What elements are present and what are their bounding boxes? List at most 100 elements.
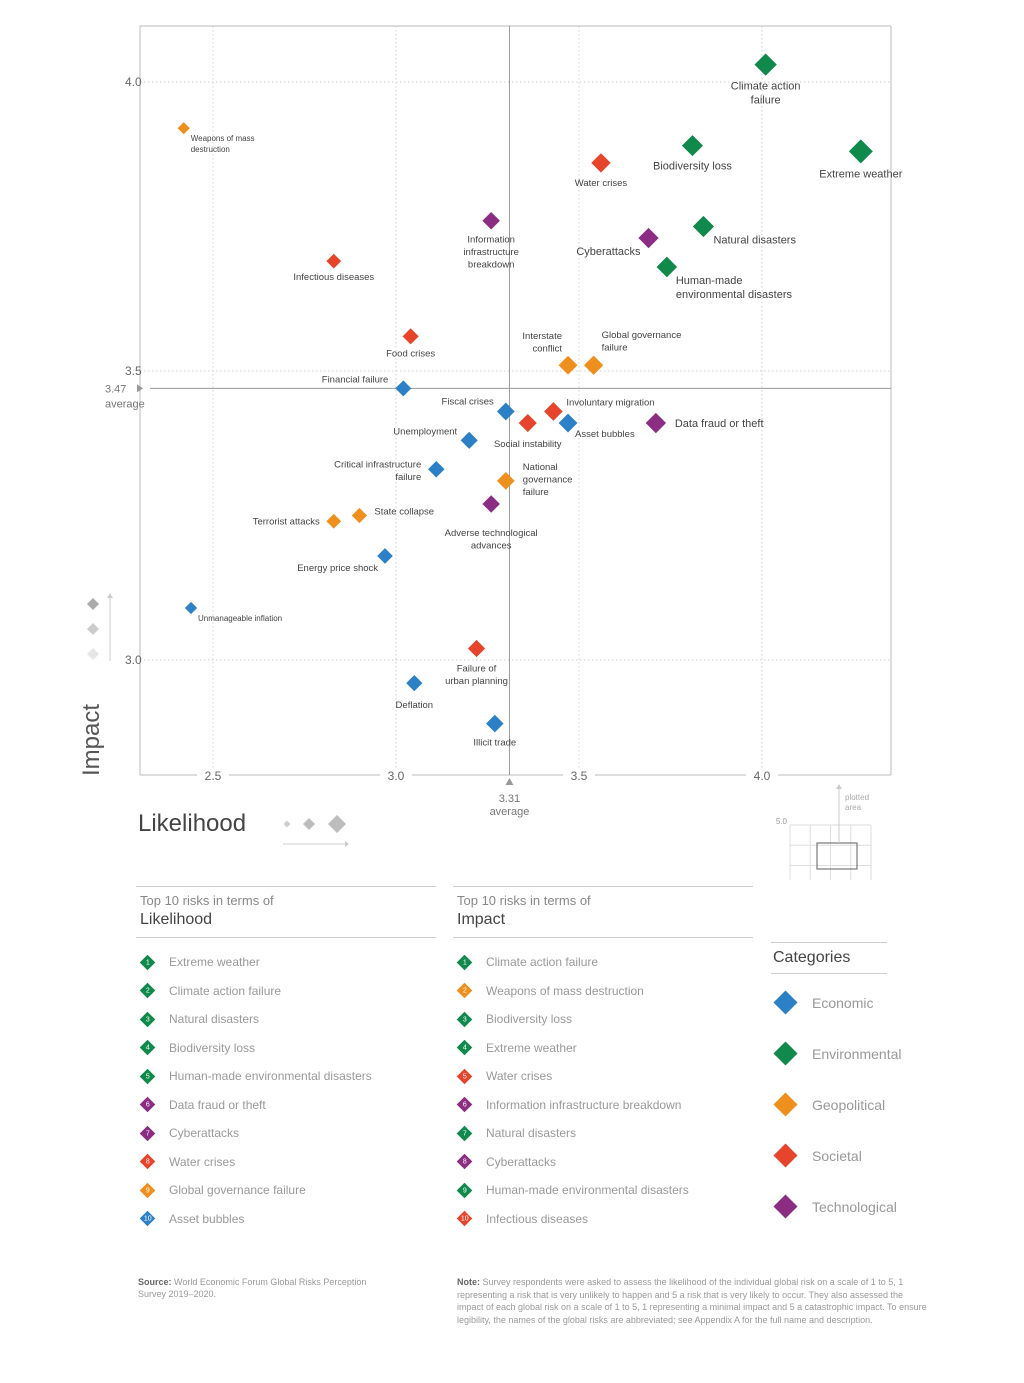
category-swatch bbox=[773, 1194, 798, 1219]
x-tick-label: 3.5 bbox=[571, 769, 588, 783]
point-label: Financial failure bbox=[322, 374, 389, 385]
rank-number: 5 bbox=[145, 1072, 150, 1080]
rank-badge: 3 bbox=[456, 1011, 473, 1028]
point-label: Deflation bbox=[396, 700, 434, 711]
point-label: Data fraud or theft bbox=[675, 418, 764, 430]
rank-number: 7 bbox=[462, 1129, 467, 1137]
point-marker bbox=[427, 460, 445, 478]
rank-number: 8 bbox=[145, 1158, 150, 1166]
category-name: Technological bbox=[812, 1198, 897, 1215]
y-axis-title: Impact bbox=[78, 703, 105, 776]
category-swatch bbox=[773, 1143, 798, 1168]
x-axis-title: Likelihood bbox=[138, 810, 247, 837]
risk-name: Infectious diseases bbox=[486, 1211, 589, 1226]
point-label: Illicit trade bbox=[473, 738, 516, 749]
rank-number: 3 bbox=[462, 1015, 467, 1023]
point-marker bbox=[645, 412, 667, 434]
point-marker bbox=[482, 211, 500, 230]
tick-bg bbox=[197, 768, 229, 782]
rank-badge: 1 bbox=[139, 954, 156, 971]
inset-plotted-label: plotted bbox=[845, 793, 869, 802]
risk-name: Biodiversity loss bbox=[169, 1040, 256, 1055]
point-label: Interstate bbox=[522, 331, 562, 342]
category-name: Economic bbox=[812, 994, 874, 1011]
point-marker bbox=[692, 215, 715, 238]
size-legend-arrowhead bbox=[345, 841, 349, 847]
impact-list-item: 4 Extreme weather bbox=[453, 1034, 753, 1063]
likelihood-list-header: Top 10 risks in terms of Likelihood bbox=[136, 886, 436, 938]
impact-list-item: 5 Water crises bbox=[453, 1062, 753, 1091]
categories-legend-title: Categories bbox=[771, 942, 887, 974]
point-label: failure bbox=[395, 472, 421, 483]
impact-list-item: 2 Weapons of mass destruction bbox=[453, 977, 753, 1006]
likelihood-top10-list: Top 10 risks in terms of Likelihood 1 Ext… bbox=[136, 886, 436, 1233]
point-marker bbox=[326, 253, 342, 269]
tick-bg bbox=[380, 768, 412, 782]
source-label: Source: bbox=[138, 1277, 172, 1287]
point-label: urban planning bbox=[445, 676, 508, 687]
point-label: Extreme weather bbox=[819, 168, 902, 180]
point-label: Information bbox=[467, 235, 515, 246]
source-note: Source: World Economic Forum Global Risk… bbox=[138, 1276, 368, 1300]
point-marker bbox=[460, 431, 478, 449]
likelihood-list-title: Likelihood bbox=[140, 911, 213, 928]
impact-shade-diamond bbox=[87, 598, 99, 610]
point-label: Social instability bbox=[494, 439, 562, 450]
point-label: Unmanageable inflation bbox=[198, 614, 282, 623]
point-label: environmental disasters bbox=[676, 289, 793, 301]
risk-name: Climate action failure bbox=[486, 955, 599, 970]
risk-name: Extreme weather bbox=[486, 1040, 577, 1055]
rank-badge: 4 bbox=[456, 1039, 473, 1056]
impact-shade-legend bbox=[87, 593, 113, 661]
category-legend-item: Geopolitical bbox=[771, 1079, 887, 1130]
impact-shade-diamond bbox=[87, 648, 99, 660]
point-marker bbox=[377, 548, 393, 564]
point-marker bbox=[496, 471, 515, 490]
risk-name: Water crises bbox=[486, 1069, 553, 1084]
rank-badge: 9 bbox=[139, 1182, 156, 1199]
risk-name: Natural disasters bbox=[486, 1126, 577, 1141]
point-marker bbox=[681, 135, 703, 157]
y-tick-label: 3.5 bbox=[125, 364, 142, 378]
category-name: Geopolitical bbox=[812, 1096, 886, 1113]
point-label: Global governance bbox=[602, 330, 682, 341]
rank-number: 4 bbox=[462, 1044, 467, 1052]
inset-pointer-head bbox=[836, 784, 842, 789]
rank-number: 2 bbox=[145, 987, 150, 995]
risk-name: Cyberattacks bbox=[169, 1126, 240, 1141]
point-marker bbox=[754, 53, 777, 76]
risk-name: Biodiversity loss bbox=[486, 1012, 573, 1027]
category-swatch bbox=[773, 1041, 798, 1066]
impact-list-title: Impact bbox=[457, 911, 506, 928]
category-legend-item: Technological bbox=[771, 1181, 897, 1232]
rank-badge: 3 bbox=[139, 1011, 156, 1028]
point-marker bbox=[351, 507, 367, 524]
size-legend-diamond bbox=[283, 820, 291, 828]
x-tick-label: 4.0 bbox=[754, 769, 771, 783]
impact-list-items: 1 Climate action failure 2 Weapons of mass … bbox=[453, 938, 753, 1233]
point-label: Human-made bbox=[676, 275, 743, 287]
impact-list-item: 9 Human-made environmental disasters bbox=[453, 1176, 753, 1205]
likelihood-list-item: 7 Cyberattacks bbox=[136, 1119, 436, 1148]
average-x-sublabel: average bbox=[490, 806, 530, 818]
point-label: failure bbox=[602, 343, 628, 354]
rank-number: 4 bbox=[145, 1044, 150, 1052]
rank-number: 5 bbox=[462, 1072, 467, 1080]
point-marker bbox=[395, 380, 412, 397]
risk-name: Cyberattacks bbox=[486, 1154, 557, 1169]
rank-badge: 5 bbox=[456, 1068, 473, 1085]
rank-number: 9 bbox=[462, 1186, 467, 1194]
rank-badge: 7 bbox=[139, 1125, 156, 1142]
rank-badge: 6 bbox=[456, 1096, 473, 1113]
likelihood-list-item: 10 Asset bubbles bbox=[136, 1205, 436, 1234]
likelihood-list-item: 5 Human-made environmental disasters bbox=[136, 1062, 436, 1091]
point-marker bbox=[467, 639, 486, 658]
likelihood-list-item: 9 Global governance failure bbox=[136, 1176, 436, 1205]
point-label: Critical infrastructure bbox=[334, 459, 421, 470]
rank-badge: 2 bbox=[456, 982, 473, 999]
impact-list-item: 7 Natural disasters bbox=[453, 1119, 753, 1148]
y-tick-label: 4.0 bbox=[125, 75, 142, 89]
average-x-marker bbox=[505, 778, 514, 785]
risk-scatter-chart: 2.5 3.0 3.5 4.03.03.54.03.31average3.47aver… bbox=[87, 25, 903, 880]
category-legend-item: Environmental bbox=[771, 1028, 902, 1079]
